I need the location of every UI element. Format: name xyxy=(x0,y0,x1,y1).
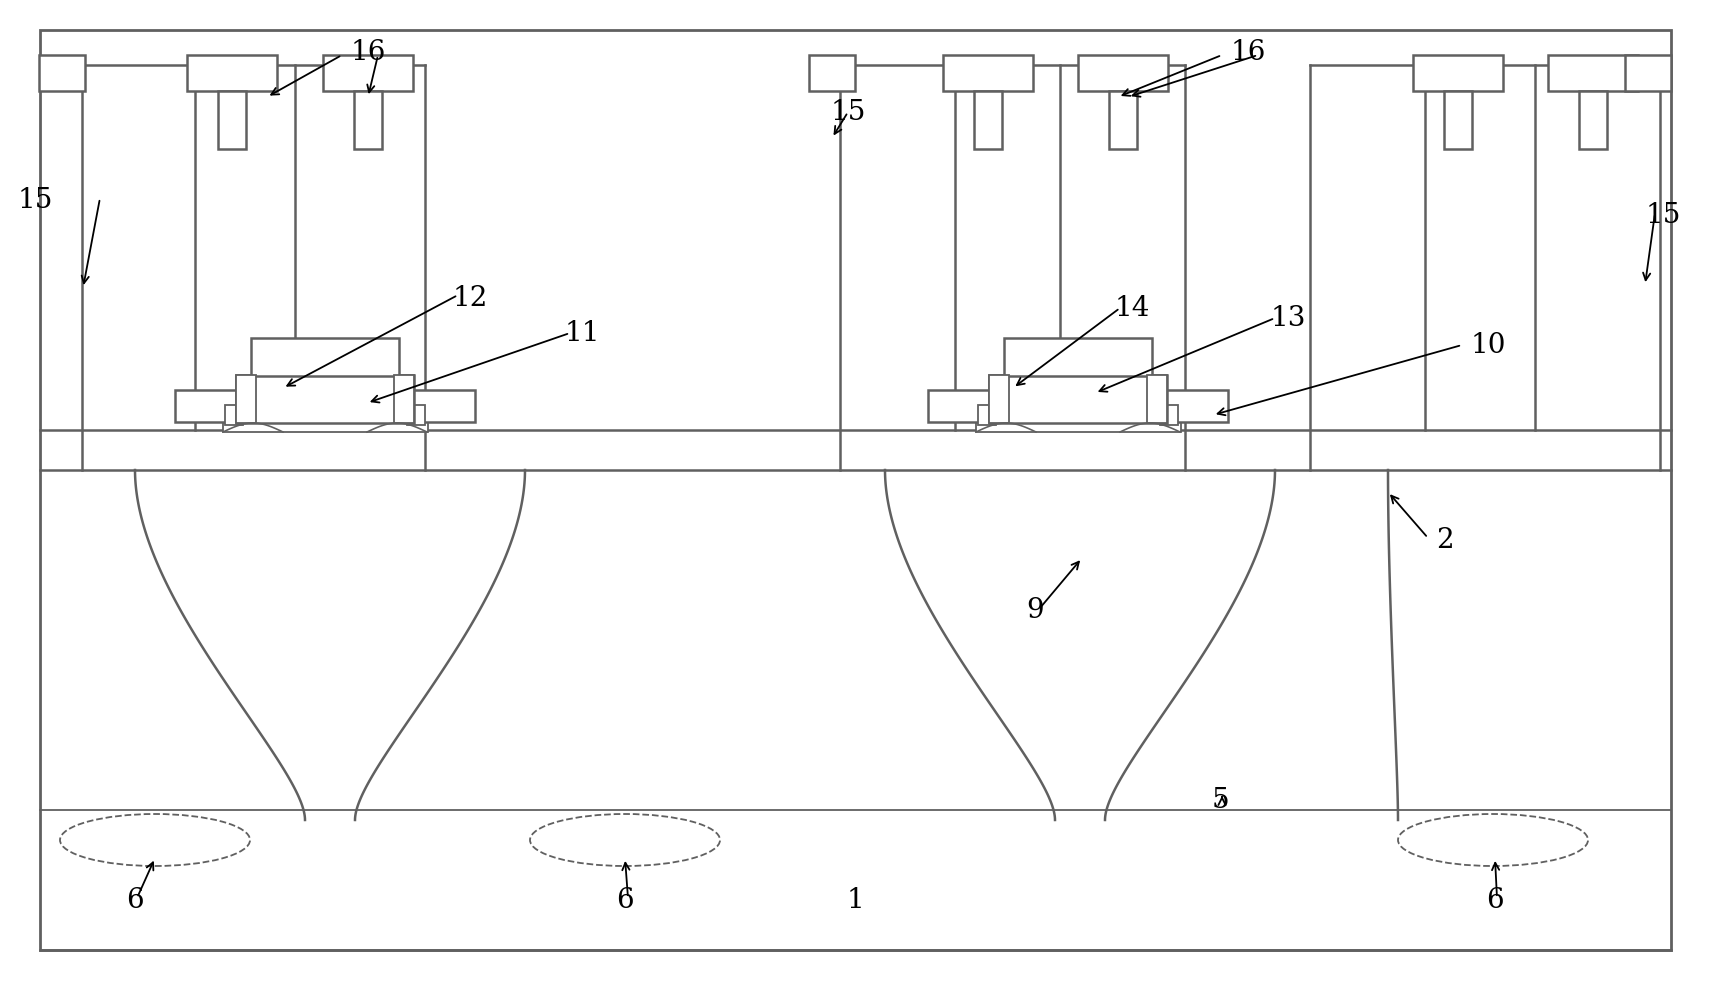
Bar xyxy=(1078,55,1169,91)
Bar xyxy=(222,420,428,432)
Text: 6: 6 xyxy=(616,886,633,914)
Text: 10: 10 xyxy=(1470,331,1506,358)
Bar xyxy=(809,55,856,91)
Bar xyxy=(217,91,246,149)
Bar xyxy=(1004,338,1152,376)
Text: 16: 16 xyxy=(351,39,385,65)
Ellipse shape xyxy=(1398,814,1588,866)
Bar xyxy=(1413,55,1502,91)
Bar xyxy=(394,375,414,423)
Bar xyxy=(39,55,86,91)
Bar xyxy=(1160,390,1228,422)
Ellipse shape xyxy=(60,814,250,866)
Bar xyxy=(974,91,1003,149)
Bar xyxy=(927,390,996,422)
Bar xyxy=(989,375,1167,423)
Bar xyxy=(236,375,257,423)
Text: 15: 15 xyxy=(17,187,53,214)
Bar xyxy=(407,405,424,425)
Bar xyxy=(236,375,414,423)
Text: 16: 16 xyxy=(1230,39,1266,65)
Bar xyxy=(1548,55,1637,91)
Bar xyxy=(226,405,243,425)
Text: 5: 5 xyxy=(1211,786,1228,814)
Bar xyxy=(407,390,476,422)
Bar xyxy=(1146,375,1167,423)
Bar xyxy=(943,55,1033,91)
Text: 14: 14 xyxy=(1114,295,1150,321)
Text: 2: 2 xyxy=(1436,526,1454,554)
Bar xyxy=(252,338,399,376)
Ellipse shape xyxy=(530,814,720,866)
Bar xyxy=(175,390,243,422)
Bar xyxy=(323,55,412,91)
Text: 12: 12 xyxy=(452,285,488,312)
Text: 9: 9 xyxy=(1027,596,1044,623)
Text: 1: 1 xyxy=(847,886,864,914)
Text: 13: 13 xyxy=(1270,305,1305,331)
Bar xyxy=(1160,405,1177,425)
Bar xyxy=(989,375,1009,423)
Bar xyxy=(354,91,382,149)
Text: 15: 15 xyxy=(1646,202,1680,228)
Bar xyxy=(979,405,996,425)
Text: 6: 6 xyxy=(127,886,144,914)
Bar xyxy=(186,55,277,91)
Bar xyxy=(1109,91,1138,149)
Bar xyxy=(975,420,1181,432)
Text: 11: 11 xyxy=(565,319,601,346)
Text: 15: 15 xyxy=(830,99,866,126)
Bar xyxy=(1579,91,1607,149)
Bar xyxy=(1625,55,1672,91)
Bar xyxy=(1444,91,1471,149)
Text: 6: 6 xyxy=(1487,886,1504,914)
